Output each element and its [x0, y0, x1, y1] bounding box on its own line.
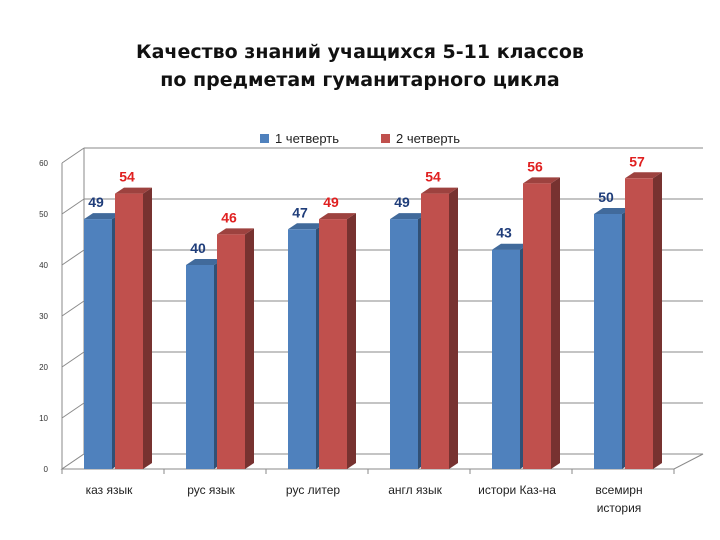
bar-side-1-2: [347, 213, 356, 469]
grid-depth-line-2: [61, 351, 85, 368]
chart-title-line-1: Качество знаний учащихся 5-11 классов: [136, 41, 584, 63]
bar-top-1-1: [217, 228, 254, 235]
x-tick-label-0: каз язык: [86, 483, 134, 497]
data-label-0-0: 49: [88, 194, 104, 210]
y-tick-label-1: 10: [39, 414, 48, 423]
bar-0-5: [594, 214, 622, 469]
bar-0-4: [492, 249, 520, 469]
chart-title: Качество знаний учащихся 5-11 классов по…: [0, 38, 720, 94]
legend-swatch-q1: [259, 134, 269, 143]
data-label-1-3: 54: [425, 169, 441, 185]
x-tick-label-1: рус язык: [187, 483, 235, 497]
bar-top-0-3: [390, 213, 427, 220]
chart-title-line-2: по предметам гуманитарного цикла: [160, 69, 560, 91]
x-tick-label-2: рус литер: [286, 483, 340, 497]
bar-side-1-0: [143, 187, 152, 469]
y-tick-label-5: 50: [39, 210, 48, 219]
bar-side-1-5: [653, 172, 662, 470]
x-tick-label-3: англ язык: [388, 483, 442, 497]
data-label-1-1: 46: [221, 209, 237, 225]
bar-0-3: [390, 219, 418, 469]
bar-side-1-4: [551, 177, 560, 469]
data-label-0-4: 43: [496, 225, 512, 241]
y-tick-label-2: 20: [39, 363, 48, 372]
data-label-0-3: 49: [394, 194, 410, 210]
data-label-0-1: 40: [190, 240, 206, 256]
bar-top-0-1: [186, 259, 223, 265]
y-tick-label-3: 30: [39, 312, 48, 321]
data-label-1-5: 57: [629, 153, 645, 169]
data-label-0-5: 50: [598, 189, 614, 205]
bar-top-1-2: [319, 213, 356, 220]
bar-top-0-0: [84, 213, 121, 220]
bar-1-4: [523, 183, 551, 469]
y-tick-label-6: 60: [39, 159, 48, 168]
legend: 1 четверть 2 четверть: [0, 131, 720, 146]
y-tick-label-0: 0: [44, 465, 49, 474]
bar-top-0-4: [492, 243, 529, 250]
bar-top-1-3: [421, 187, 458, 194]
bar-1-3: [421, 193, 449, 469]
legend-item-q1: 1 четверть: [259, 131, 339, 146]
x-tick-label-4: истори Каз-на: [478, 483, 556, 497]
legend-label-q2: 2 четверть: [396, 131, 461, 146]
bar-1-2: [319, 219, 347, 469]
legend-label-q1: 1 четверть: [274, 131, 339, 146]
bar-top-1-5: [625, 172, 662, 179]
data-label-1-2: 49: [323, 194, 339, 210]
bar-1-0: [115, 193, 143, 469]
data-label-1-0: 54: [119, 169, 135, 185]
legend-item-q2: 2 четверть: [381, 131, 460, 146]
grid-depth-line-5: [61, 198, 85, 215]
bar-0-1: [186, 265, 214, 469]
bar-side-1-3: [449, 187, 458, 469]
grid-depth-line-1: [61, 402, 85, 419]
bar-side-1-1: [245, 228, 254, 469]
grid-depth-line-4: [61, 249, 85, 266]
bar-top-1-0: [115, 187, 152, 194]
bar-1-1: [217, 234, 245, 469]
bar-0-0: [84, 219, 112, 469]
x-tick-label-5-0: всемирн: [595, 483, 642, 497]
bar-top-0-2: [288, 223, 325, 230]
x-tick-label-5-1: история: [597, 501, 642, 515]
y-tick-label-4: 40: [39, 261, 48, 270]
grid-depth-line-6: [61, 147, 85, 164]
bar-top-0-5: [594, 208, 631, 214]
legend-swatch-q2: [381, 134, 390, 143]
grid-depth-line-3: [61, 300, 85, 317]
bar-top-1-4: [523, 177, 560, 184]
bar-1-5: [625, 178, 653, 470]
bar-0-2: [288, 229, 316, 469]
data-label-1-4: 56: [527, 158, 543, 174]
data-label-0-2: 47: [292, 204, 308, 220]
